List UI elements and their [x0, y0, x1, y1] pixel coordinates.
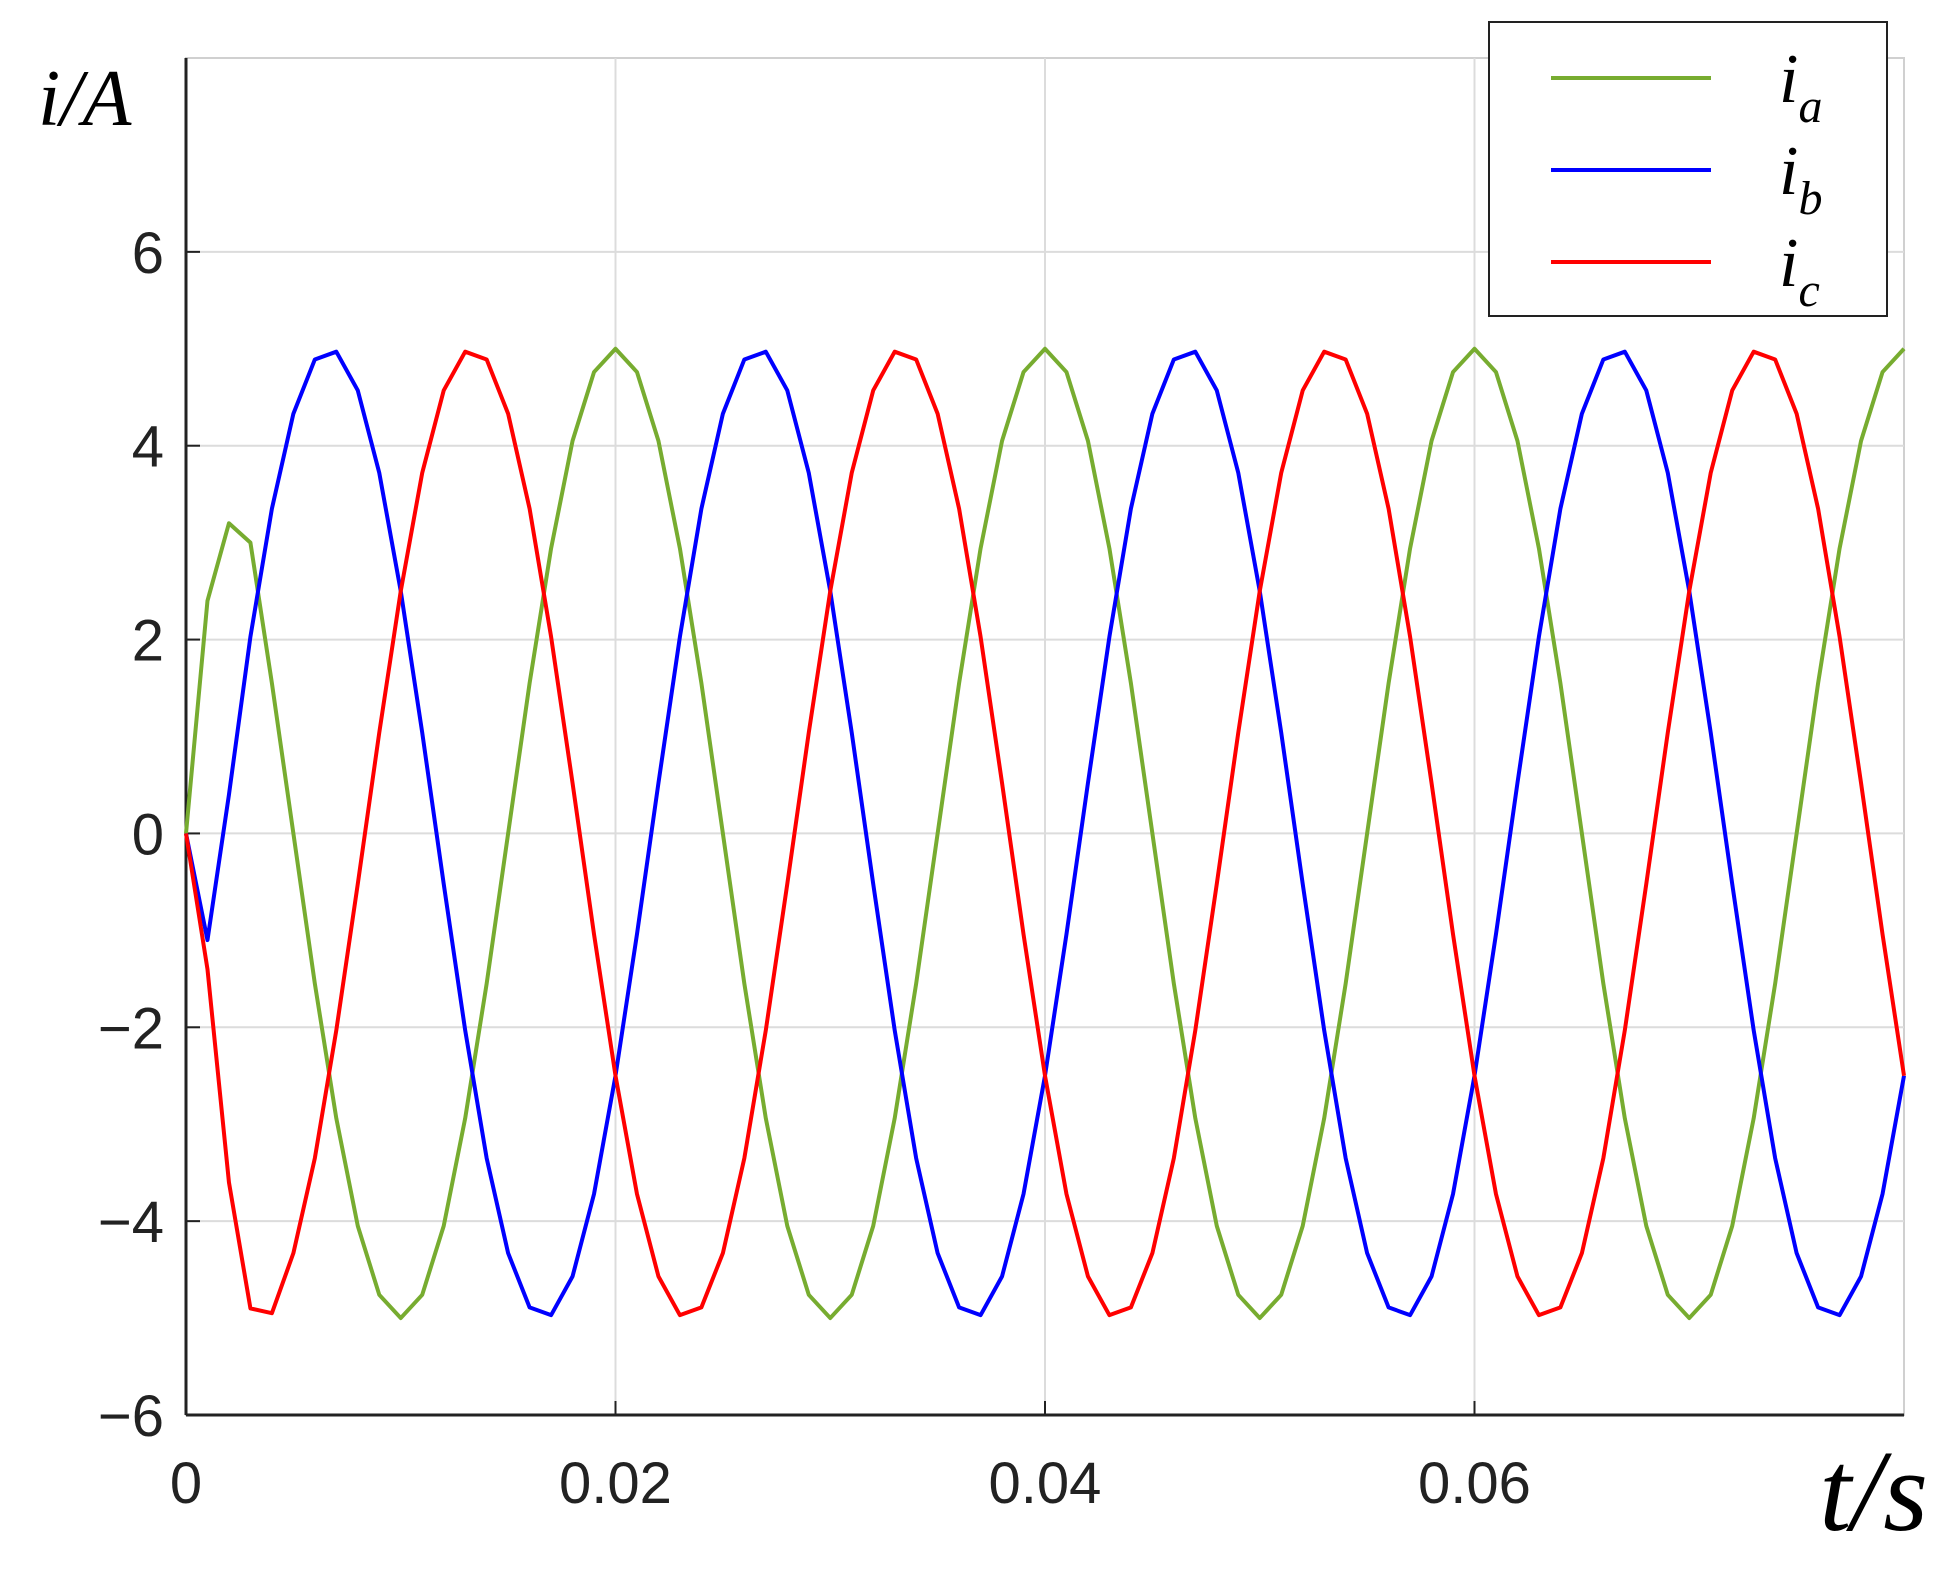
legend-label: ia	[1779, 41, 1822, 133]
series-line	[184, 349, 1906, 1318]
y-tick-label: 2	[132, 609, 164, 674]
x-axis-label: t/s	[1819, 1428, 1928, 1555]
legend-label: ib	[1779, 133, 1822, 225]
y-tick-label: 6	[132, 221, 164, 286]
y-axis-label: i/A	[38, 55, 132, 143]
y-tick-label: −2	[98, 996, 164, 1061]
y-tick-label: −4	[98, 1190, 164, 1255]
x-tick-label: 0.02	[559, 1451, 672, 1516]
x-tick-label: 0.04	[989, 1451, 1102, 1516]
legend-label: ic	[1779, 225, 1820, 317]
y-tick-label: 4	[132, 415, 164, 480]
x-tick-label: 0	[170, 1451, 202, 1516]
y-tick-label: 0	[132, 802, 164, 867]
y-tick-label: −6	[98, 1384, 164, 1449]
x-tick-label: 0.06	[1418, 1451, 1531, 1516]
